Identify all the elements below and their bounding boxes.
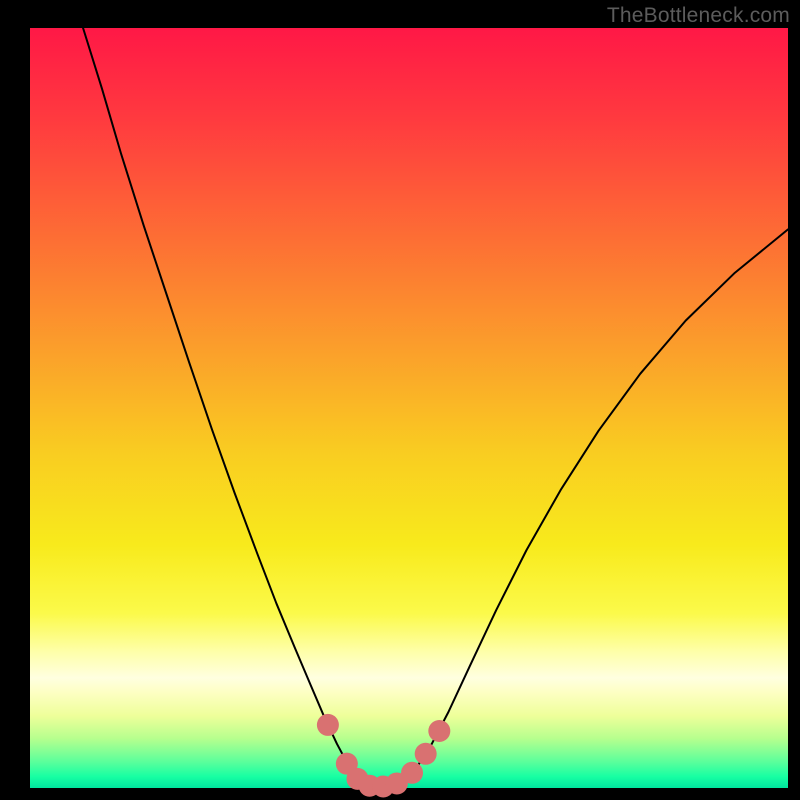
image-frame: TheBottleneck.com: [0, 0, 800, 800]
data-marker: [415, 743, 437, 765]
data-marker: [401, 762, 423, 784]
data-marker: [428, 720, 450, 742]
chart-svg: [0, 0, 800, 800]
plot-background: [30, 28, 788, 788]
data-marker: [317, 714, 339, 736]
